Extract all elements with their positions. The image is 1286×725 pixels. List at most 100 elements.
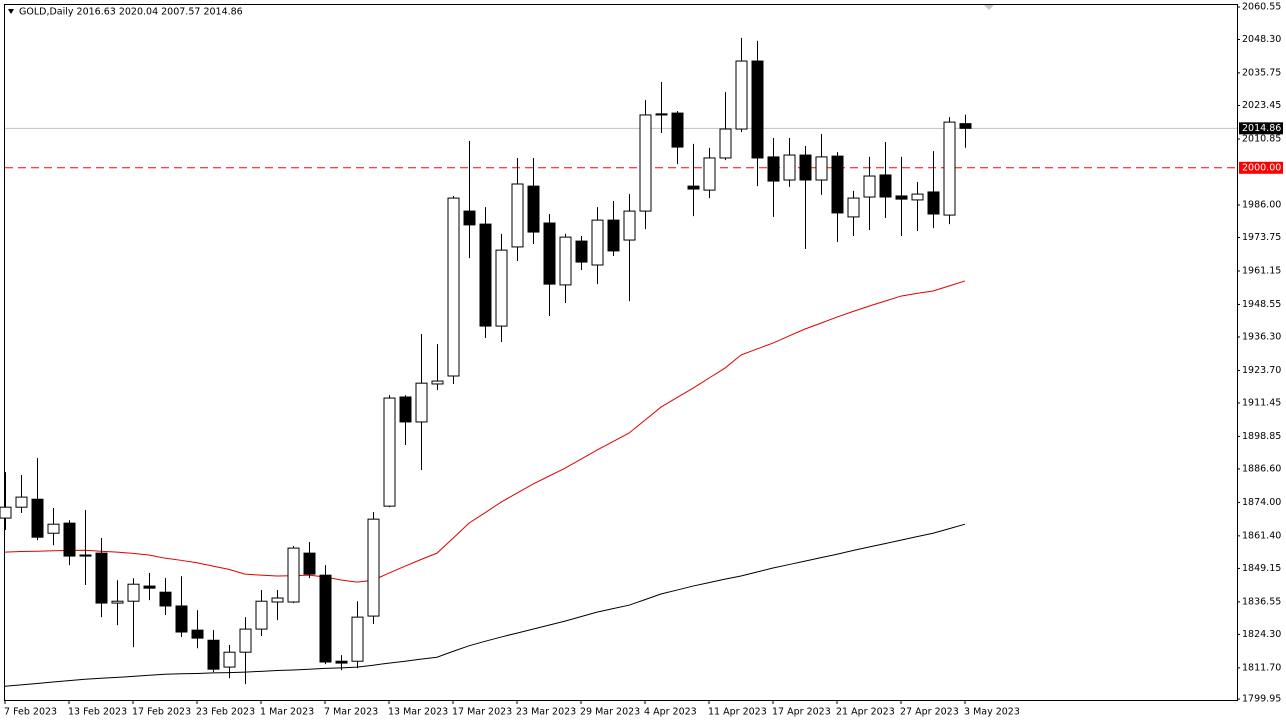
candle-body: [719, 128, 732, 159]
x-tick-label: 13 Mar 2023: [388, 707, 448, 718]
candle-body: [479, 223, 492, 327]
y-tick-label: 1836.55: [1242, 596, 1281, 607]
candle-body: [735, 60, 748, 130]
candle-body: [31, 498, 44, 538]
y-tick-label: 1986.00: [1242, 199, 1281, 210]
chart-title: GOLD,Daily 2016.63 2020.04 2007.57 2014.…: [19, 7, 243, 18]
x-tick-label: 29 Mar 2023: [580, 707, 640, 718]
candle-body: [239, 628, 252, 653]
x-tick-label: 7 Mar 2023: [324, 707, 378, 718]
candle-body: [111, 600, 124, 604]
candle-body: [543, 222, 556, 285]
y-tick-label: 2048.30: [1242, 34, 1281, 45]
candle-body: [463, 210, 476, 226]
y-tick-label: 2035.75: [1242, 67, 1281, 78]
moving-average: [4, 523, 966, 687]
x-tick-label: 7 Feb 2023: [4, 707, 57, 718]
candle-body: [591, 219, 604, 266]
candle-body: [559, 236, 572, 286]
candle-body: [223, 651, 236, 668]
candle-body: [607, 219, 620, 252]
x-tick-label: 17 Apr 2023: [772, 707, 831, 718]
x-tick-label: 11 Apr 2023: [708, 707, 767, 718]
x-tick-label: 21 Apr 2023: [836, 707, 895, 718]
candle-body: [671, 112, 684, 148]
x-tick-label: 17 Feb 2023: [132, 707, 191, 718]
title-marker: [8, 9, 14, 14]
x-tick-label: 3 May 2023: [964, 707, 1020, 718]
candle-body: [191, 629, 204, 639]
candle-body: [159, 591, 172, 607]
price-label: 2014.86: [1242, 123, 1281, 134]
candle-body: [943, 121, 956, 216]
candle-body: [639, 114, 652, 212]
candle-body: [799, 154, 812, 181]
candle-body: [703, 157, 716, 191]
candle-body: [687, 185, 700, 190]
candle-body: [303, 552, 316, 575]
candle-body: [815, 156, 828, 181]
candle-body: [751, 60, 764, 159]
candle-body: [959, 123, 972, 129]
candle-body: [415, 382, 428, 423]
candle-body: [95, 552, 108, 604]
x-tick-label: 13 Feb 2023: [68, 707, 127, 718]
price-label-box: [1239, 122, 1283, 135]
x-tick-label: 23 Mar 2023: [516, 707, 576, 718]
candle-body: [863, 175, 876, 198]
x-tick-label: 1 Mar 2023: [260, 707, 314, 718]
candle-body: [927, 191, 940, 215]
candle-body: [15, 496, 28, 508]
candle-body: [127, 583, 140, 602]
y-tick-label: 2010.85: [1242, 133, 1281, 144]
candle-body: [0, 506, 12, 519]
level-label-box: [1239, 161, 1283, 174]
candle-body: [911, 193, 924, 201]
candle-body: [879, 174, 892, 198]
y-tick-label: 1898.85: [1242, 431, 1281, 442]
y-tick-label: 1874.00: [1242, 497, 1281, 508]
y-tick-label: 1911.45: [1242, 397, 1281, 408]
plot-frame: [4, 4, 1238, 701]
y-tick-label: 1948.55: [1242, 299, 1281, 310]
shift-marker: [984, 5, 994, 10]
y-tick-label: 1961.15: [1242, 265, 1281, 276]
candle-body: [447, 197, 460, 377]
y-tick-label: 1824.30: [1242, 629, 1281, 640]
candle-body: [623, 210, 636, 241]
level-label: 2000.00: [1242, 162, 1281, 173]
candle-body: [367, 518, 380, 617]
moving-average: [4, 280, 966, 583]
x-tick-label: 17 Mar 2023: [452, 707, 512, 718]
y-tick-label: 1936.30: [1242, 331, 1281, 342]
y-tick-label: 1811.70: [1242, 662, 1281, 673]
y-tick-label: 2023.45: [1242, 100, 1281, 111]
candle-body: [831, 155, 844, 214]
x-tick-label: 4 Apr 2023: [644, 707, 697, 718]
y-tick-label: 1923.70: [1242, 365, 1281, 376]
candle-body: [847, 197, 860, 218]
candle-body: [335, 660, 348, 664]
y-tick-label: 2060.55: [1242, 1, 1281, 12]
candle-body: [575, 240, 588, 263]
candle-body: [287, 547, 300, 603]
candle-body: [255, 600, 268, 630]
candle-body: [383, 397, 396, 507]
candle-body: [655, 113, 668, 116]
candle-body: [511, 183, 524, 248]
x-tick-label: 23 Feb 2023: [196, 707, 255, 718]
candle-body: [495, 249, 508, 327]
candle-body: [175, 605, 188, 633]
candle-body: [399, 396, 412, 423]
candle-body: [319, 574, 332, 663]
candle-body: [527, 185, 540, 233]
candle-body: [207, 639, 220, 670]
candle-body: [63, 522, 76, 557]
y-tick-label: 1973.75: [1242, 232, 1281, 243]
y-tick-label: 1849.15: [1242, 563, 1281, 574]
x-tick-label: 27 Apr 2023: [900, 707, 959, 718]
candle-body: [783, 154, 796, 181]
